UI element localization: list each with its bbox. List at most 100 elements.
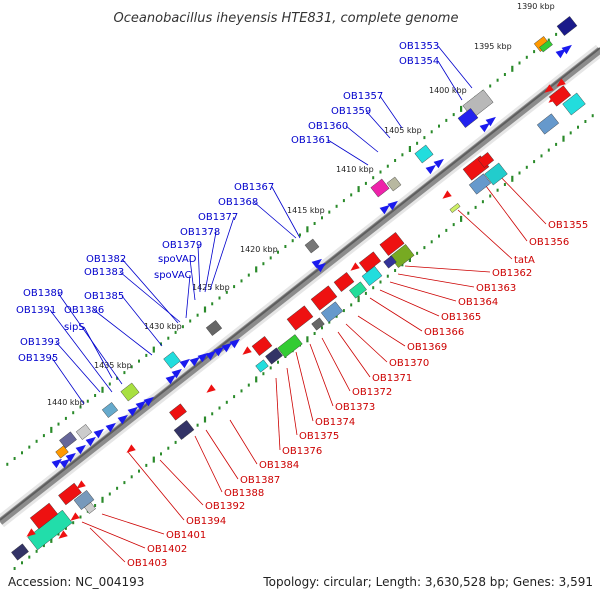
forward-gene-arrow	[127, 406, 138, 417]
gene-label-reverse: OB1387	[240, 475, 280, 486]
callout-line	[159, 459, 204, 506]
scale-tick	[247, 383, 250, 387]
scale-tick	[123, 371, 126, 375]
scale-tick	[6, 462, 9, 466]
gene-label-forward: OB1359	[331, 106, 371, 117]
scale-tick	[525, 165, 528, 169]
reverse-gene-block	[333, 272, 355, 292]
gene-label-forward: spoVAC	[154, 270, 192, 281]
scale-tick	[562, 135, 565, 142]
scale-tick	[262, 372, 265, 376]
gene-label-forward: OB1360	[308, 121, 348, 132]
gene-label-forward: OB1378	[180, 227, 220, 238]
scale-tick	[203, 416, 207, 423]
scale-tick	[240, 389, 243, 393]
scale-tick	[416, 251, 419, 255]
scale-tick	[423, 136, 426, 140]
callout-lines	[49, 45, 547, 563]
callout-line	[81, 521, 146, 549]
scale-tick	[299, 233, 301, 237]
kbp-label: 1435 kbp	[94, 361, 132, 370]
scale-tick	[108, 382, 111, 386]
gene-label-forward: OB1393	[20, 337, 60, 348]
callout-line	[189, 258, 196, 301]
scale-tick	[79, 405, 82, 409]
callout-line	[437, 60, 463, 101]
callout-line	[209, 216, 235, 291]
gene-label-reverse: OB1372	[352, 387, 392, 398]
callout-line	[309, 343, 334, 407]
reverse-gene-arrow	[556, 78, 566, 87]
callout-line	[397, 273, 475, 288]
gene-label-reverse: OB1392	[205, 501, 245, 512]
scale-tick	[108, 492, 111, 496]
scale-tick	[328, 210, 331, 214]
scale-tick	[167, 336, 170, 340]
gene-label-forward: OB1379	[162, 240, 202, 251]
scale-tick	[174, 330, 177, 334]
scale-tick	[225, 400, 228, 404]
reverse-gene-arrow	[126, 444, 136, 453]
gene-label-forward: OB1354	[399, 56, 439, 67]
scale-tick	[57, 422, 60, 426]
callout-line	[389, 281, 457, 302]
scale-tick	[555, 142, 558, 146]
callout-line	[83, 326, 113, 379]
scale-tick	[364, 291, 367, 295]
scale-tick	[503, 73, 506, 76]
scale-tick	[547, 148, 550, 152]
forward-gene-arrow	[485, 116, 496, 127]
callout-line	[379, 289, 440, 317]
forward-gene-arrow	[561, 44, 572, 55]
kbp-label: 1400 kbp	[429, 86, 467, 95]
scale-tick	[540, 154, 543, 158]
scale-tick	[321, 326, 323, 330]
scale-tick	[269, 366, 272, 370]
scale-tick	[474, 205, 477, 209]
reverse-gene-block	[169, 403, 187, 421]
forward-gene-block	[163, 351, 181, 369]
forward-gene-arrow	[229, 338, 240, 349]
scale-tick	[94, 504, 97, 507]
forward-gene-arrow	[59, 458, 70, 469]
reverse-gene-block	[286, 305, 314, 331]
scale-tick	[101, 496, 104, 503]
scale-tick	[269, 256, 272, 260]
scale-tick	[342, 199, 345, 203]
scale-tick	[72, 411, 75, 415]
scale-tick	[328, 320, 331, 324]
scale-tick	[203, 306, 207, 313]
reverse-gene-arrow	[548, 94, 558, 103]
gene-label-reverse: OB1384	[259, 460, 299, 471]
callout-line	[204, 231, 217, 293]
scale-tick	[130, 365, 133, 369]
callout-line	[185, 274, 191, 319]
callout-line	[205, 429, 239, 480]
scale-tick	[262, 262, 265, 266]
reverse-gene-arrow	[442, 190, 452, 199]
forward-gene-arrow	[51, 458, 62, 469]
callout-line	[369, 297, 423, 332]
scale-tick	[335, 314, 338, 318]
callout-line	[197, 244, 201, 293]
scale-tick	[152, 346, 155, 353]
kbp-label: 1405 kbp	[384, 126, 422, 135]
gene-features	[11, 16, 586, 561]
scale-tick	[379, 280, 382, 284]
callout-line	[295, 351, 314, 422]
scale-tick	[438, 124, 440, 128]
callout-line	[119, 271, 181, 323]
callout-line	[345, 125, 379, 153]
kbp-label: 1415 kbp	[287, 206, 325, 215]
scale-tick	[79, 515, 82, 519]
scale-tick	[460, 215, 463, 222]
forward-gene-arrow	[93, 428, 104, 439]
gene-label-reverse: OB1373	[335, 402, 375, 413]
scale-tick	[533, 160, 536, 164]
reverse-gene-block	[349, 281, 367, 299]
scale-tick	[225, 290, 228, 294]
scale-tick	[233, 395, 236, 399]
scale-tick	[518, 61, 521, 65]
gene-label-reverse: OB1370	[389, 358, 429, 369]
scale-tick	[211, 302, 214, 306]
